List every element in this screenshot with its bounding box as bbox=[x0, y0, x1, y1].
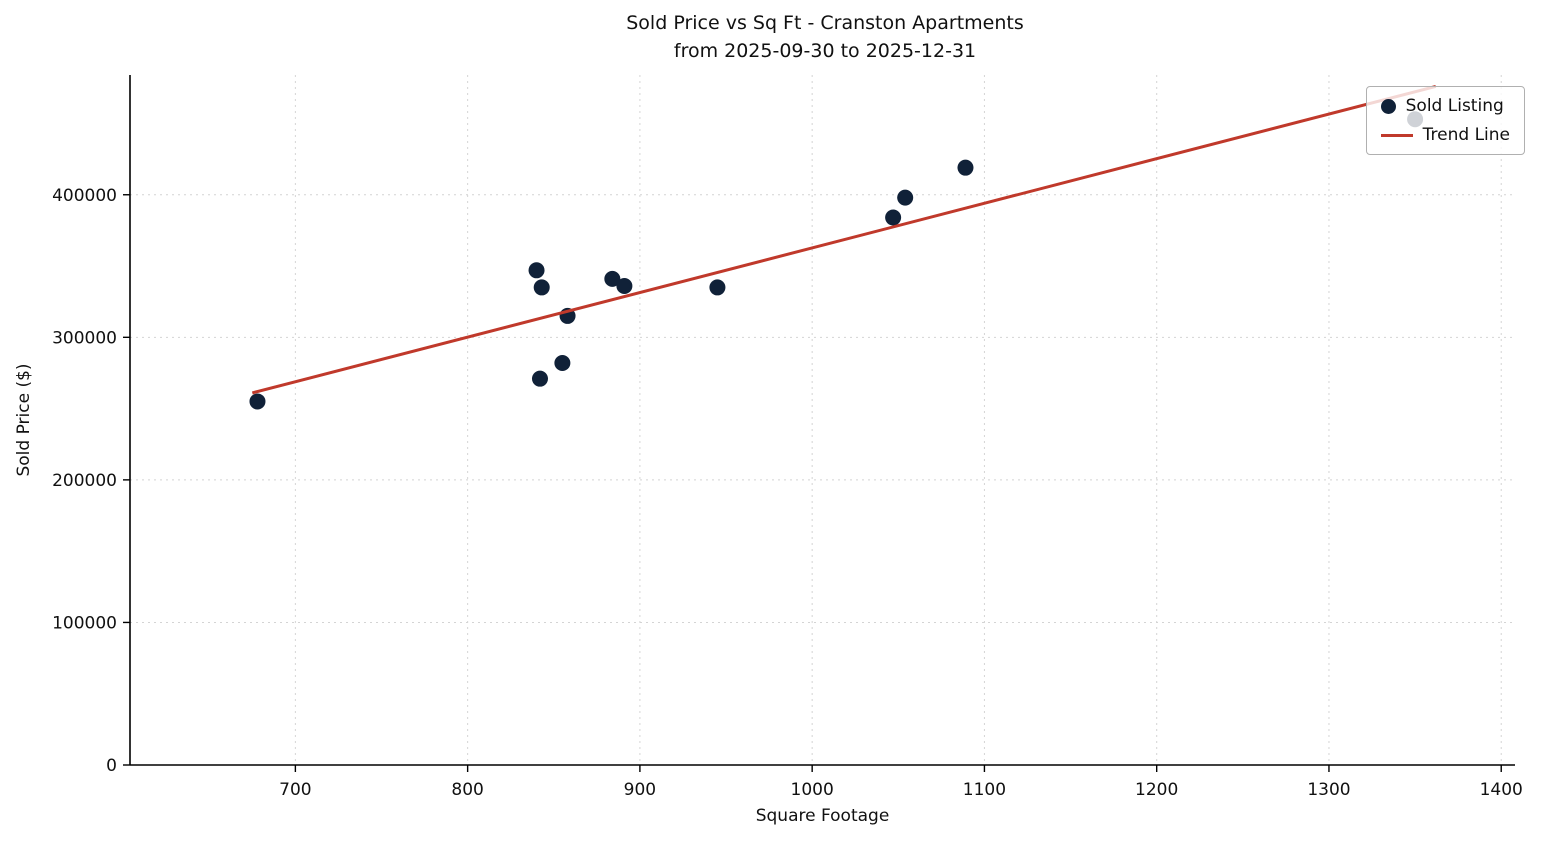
legend-label: Trend Line bbox=[1422, 125, 1510, 145]
legend: Sold Listing Trend Line bbox=[1365, 86, 1525, 155]
scatter-point bbox=[531, 370, 548, 387]
scatter-point bbox=[528, 262, 545, 279]
x-tick-label: 1100 bbox=[963, 780, 1006, 800]
x-tick-label: 700 bbox=[279, 780, 311, 800]
y-tick-label: 200000 bbox=[52, 471, 117, 491]
y-tick-label: 400000 bbox=[52, 186, 117, 206]
chart-title: Sold Price vs Sq Ft - Cranston Apartment… bbox=[626, 12, 1024, 34]
x-tick-label: 800 bbox=[451, 780, 483, 800]
x-tick-label: 900 bbox=[624, 780, 656, 800]
line-marker-icon bbox=[1380, 133, 1413, 137]
x-tick-label: 1300 bbox=[1307, 780, 1350, 800]
y-axis-label: Sold Price ($) bbox=[14, 363, 34, 477]
x-tick-label: 1000 bbox=[791, 780, 834, 800]
scatter-point bbox=[957, 159, 974, 176]
scatter-point bbox=[533, 279, 550, 296]
y-tick-label: 100000 bbox=[52, 613, 117, 633]
x-tick-label: 1400 bbox=[1480, 780, 1523, 800]
legend-item-sold-listing: Sold Listing bbox=[1380, 96, 1510, 116]
y-tick-label: 0 bbox=[106, 756, 117, 776]
scatter-point bbox=[554, 354, 571, 371]
trend-line bbox=[251, 84, 1437, 395]
scatter-point bbox=[616, 277, 633, 294]
legend-label: Sold Listing bbox=[1405, 96, 1504, 116]
x-tick-label: 1200 bbox=[1135, 780, 1178, 800]
scatter-point bbox=[897, 189, 914, 206]
chart-subtitle: from 2025-09-30 to 2025-12-31 bbox=[673, 40, 977, 62]
scatter-marker-icon bbox=[1380, 98, 1396, 114]
y-tick-label: 300000 bbox=[52, 328, 117, 348]
legend-item-trend-line: Trend Line bbox=[1380, 125, 1510, 145]
x-axis-label: Square Footage bbox=[755, 806, 890, 826]
scatter-point bbox=[885, 209, 902, 226]
scatter-point bbox=[604, 270, 621, 287]
scatter-point bbox=[709, 279, 726, 296]
scatter-point bbox=[249, 393, 266, 410]
